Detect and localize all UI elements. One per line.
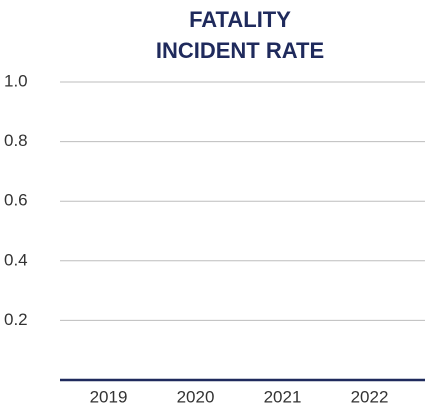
y-tick-label: 0.8 — [4, 131, 28, 150]
x-tick-label: 2020 — [177, 387, 215, 406]
y-tick-label: 0.4 — [4, 250, 28, 269]
y-tick-label: 0.2 — [4, 310, 28, 329]
chart-title: FATALITY — [189, 7, 291, 32]
x-tick-label: 2021 — [264, 387, 302, 406]
chart-title: INCIDENT RATE — [156, 38, 324, 63]
x-tick-label: 2019 — [90, 387, 128, 406]
y-tick-label: 0.6 — [4, 191, 28, 210]
x-tick-label: 2022 — [351, 387, 389, 406]
y-tick-label: 1.0 — [4, 71, 28, 90]
